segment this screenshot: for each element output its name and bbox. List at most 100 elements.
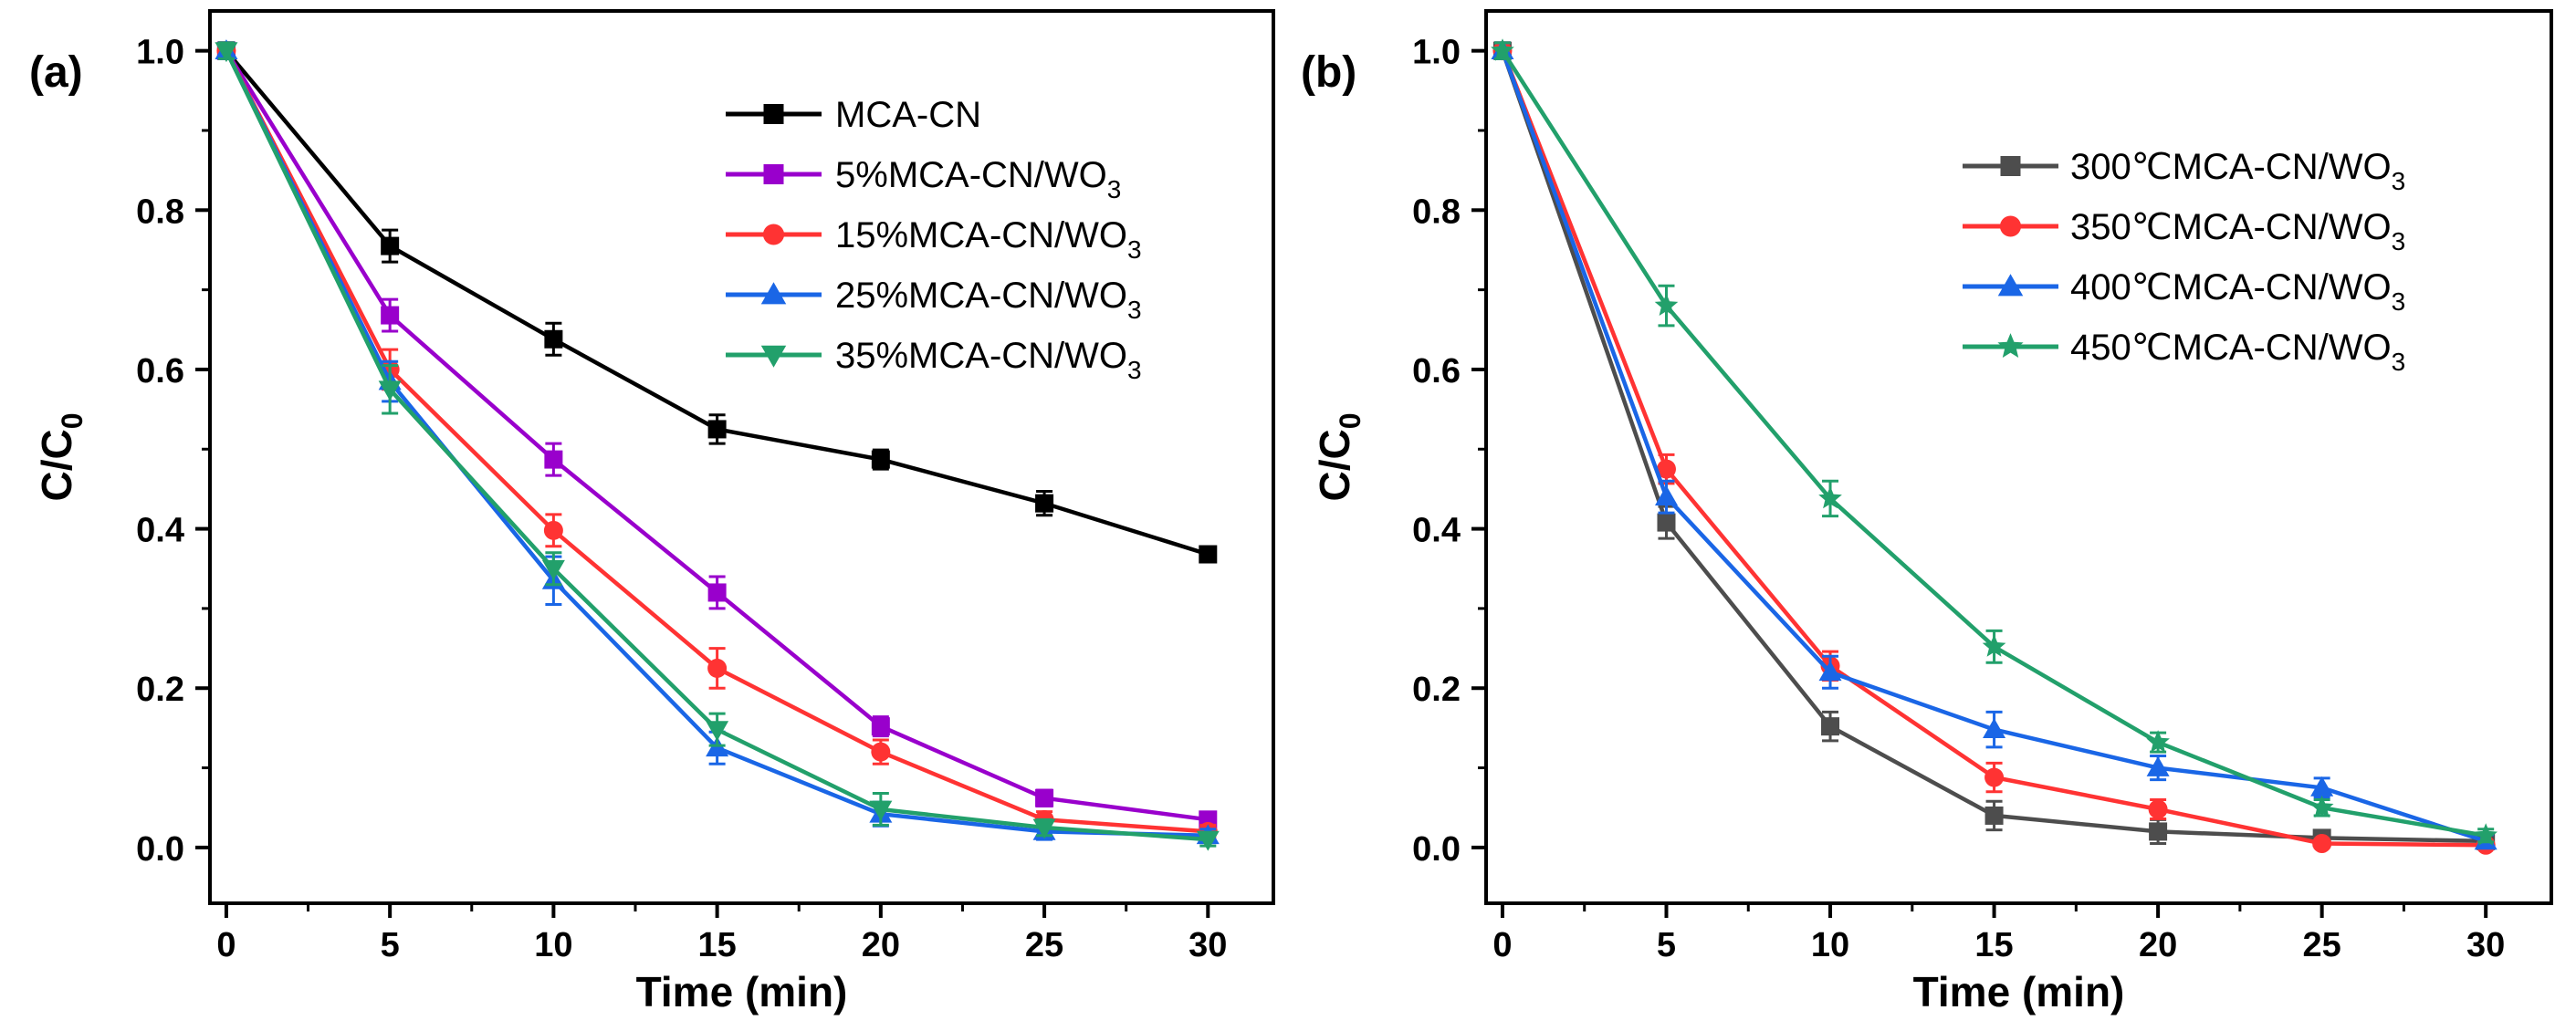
data-point xyxy=(869,800,893,821)
x-tick-label: 20 xyxy=(862,926,900,964)
y-tick-label: 0.2 xyxy=(1412,671,1461,709)
y-tick-label: 0.2 xyxy=(136,671,184,709)
data-point xyxy=(707,658,728,678)
data-point xyxy=(2309,795,2334,818)
data-point xyxy=(2312,834,2332,854)
legend-label-text: 450℃MCA-CN/WO xyxy=(2070,328,2392,368)
data-point xyxy=(2310,776,2334,797)
data-point xyxy=(215,42,238,63)
x-tick-label: 5 xyxy=(381,926,400,964)
legend-label-subscript: 3 xyxy=(2392,348,2406,376)
legend-item: 35%MCA-CN/WO3 xyxy=(726,336,1142,384)
legend-label-subscript: 3 xyxy=(1127,296,1142,324)
legend-item: MCA-CN xyxy=(726,95,981,135)
data-point xyxy=(1035,494,1054,513)
data-point xyxy=(1654,485,1678,506)
data-point xyxy=(1656,459,1676,479)
y-axis-title: C/C0 xyxy=(1311,412,1367,501)
data-point xyxy=(1984,806,2004,825)
data-point xyxy=(543,520,563,540)
x-tick-label: 10 xyxy=(1811,926,1849,964)
legend-label: 350℃MCA-CN/WO3 xyxy=(2070,207,2405,255)
y-axis-title-text: C/C xyxy=(33,429,80,501)
legend-label-text: 350℃MCA-CN/WO xyxy=(2070,207,2392,247)
x-tick-label: 25 xyxy=(1025,926,1063,964)
legend-label-text: 400℃MCA-CN/WO xyxy=(2070,267,2392,307)
x-tick-label: 15 xyxy=(697,926,736,964)
y-tick-label: 0.6 xyxy=(136,352,184,391)
data-point xyxy=(1818,661,1842,682)
x-axis-title: Time (min) xyxy=(1913,968,2125,1015)
legend-label-text: 5%MCA-CN/WO xyxy=(835,155,1107,195)
legend-label: 25%MCA-CN/WO3 xyxy=(835,276,1142,324)
legend-label: 300℃MCA-CN/WO3 xyxy=(2070,147,2405,195)
series-3 xyxy=(1491,38,2497,846)
data-point xyxy=(2146,756,2170,776)
legend-label: 5%MCA-CN/WO3 xyxy=(835,155,1121,203)
data-point xyxy=(871,742,891,762)
legend-item: 400℃MCA-CN/WO3 xyxy=(1963,267,2405,316)
y-tick-label: 0.6 xyxy=(1412,352,1461,391)
legend-marker xyxy=(1999,215,2022,237)
y-axis-title-subscript: 0 xyxy=(56,412,89,429)
legend-label-text: 15%MCA-CN/WO xyxy=(835,215,1127,255)
legend-label-text: 300℃MCA-CN/WO xyxy=(2070,147,2392,187)
legend-item: 15%MCA-CN/WO3 xyxy=(726,215,1142,264)
plot-frame xyxy=(208,9,1275,905)
data-point xyxy=(1818,485,1842,509)
y-tick-label: 1.0 xyxy=(136,34,184,72)
legend-marker xyxy=(2000,156,2021,176)
x-tick-label: 25 xyxy=(2303,926,2341,964)
y-axis-title-text: C/C xyxy=(1311,429,1358,501)
legend-label: 450℃MCA-CN/WO3 xyxy=(2070,328,2405,376)
data-point xyxy=(871,450,890,469)
x-tick-label: 0 xyxy=(1492,926,1512,964)
data-point xyxy=(1657,513,1676,532)
legend-item: 450℃MCA-CN/WO3 xyxy=(1963,328,2405,376)
data-point xyxy=(1035,788,1054,807)
legend-label: 15%MCA-CN/WO3 xyxy=(835,215,1142,264)
legend: MCA-CN5%MCA-CN/WO315%MCA-CN/WO325%MCA-CN… xyxy=(726,95,1142,384)
y-tick-label: 0.0 xyxy=(1412,830,1461,869)
data-point xyxy=(1196,830,1220,851)
legend: 300℃MCA-CN/WO3350℃MCA-CN/WO3400℃MCA-CN/W… xyxy=(1963,147,2405,376)
data-point xyxy=(1983,718,2006,739)
legend-label-subscript: 3 xyxy=(2392,287,2406,316)
legend-item: 25%MCA-CN/WO3 xyxy=(726,276,1142,324)
data-point xyxy=(706,721,729,742)
legend-item: 350℃MCA-CN/WO3 xyxy=(1963,207,2405,255)
legend-label-subscript: 3 xyxy=(1127,356,1142,384)
y-tick-label: 0.8 xyxy=(1412,193,1461,231)
x-tick-label: 30 xyxy=(1189,926,1227,964)
data-point xyxy=(1491,38,1514,61)
legend-label-subscript: 3 xyxy=(1107,175,1122,203)
legend-item: 300℃MCA-CN/WO3 xyxy=(1963,147,2405,195)
data-point xyxy=(541,559,565,580)
legend-label: 35%MCA-CN/WO3 xyxy=(835,336,1142,384)
x-tick-label: 30 xyxy=(2466,926,2505,964)
x-axis-title: Time (min) xyxy=(636,968,848,1015)
data-point xyxy=(381,236,400,255)
legend-marker xyxy=(762,224,785,245)
data-point xyxy=(2146,730,2170,753)
data-point xyxy=(871,717,890,736)
legend-label: 400℃MCA-CN/WO3 xyxy=(2070,267,2405,316)
data-point xyxy=(1821,717,1840,736)
legend-marker xyxy=(763,104,784,124)
x-tick-label: 20 xyxy=(2139,926,2177,964)
data-point xyxy=(381,306,400,325)
y-axis-title-subscript: 0 xyxy=(1334,412,1367,429)
data-point xyxy=(1982,634,2006,657)
legend-label-text: 25%MCA-CN/WO xyxy=(835,276,1127,316)
data-point xyxy=(544,329,563,349)
legend-label-subscript: 3 xyxy=(2392,227,2406,255)
x-tick-label: 15 xyxy=(1974,926,2013,964)
legend-marker xyxy=(763,164,784,184)
y-tick-label: 0.4 xyxy=(136,512,184,550)
legend-label-text: 35%MCA-CN/WO xyxy=(835,336,1127,376)
legend-marker xyxy=(1997,333,2024,358)
